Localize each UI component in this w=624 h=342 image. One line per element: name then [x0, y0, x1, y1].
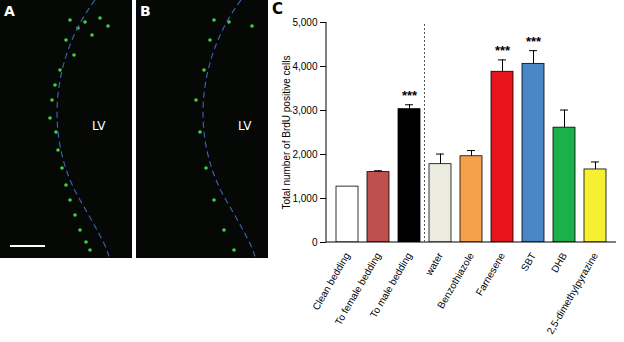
svg-text:SBT: SBT [519, 251, 538, 273]
svg-text:LV: LV [238, 119, 252, 133]
svg-text:5,000: 5,000 [292, 17, 317, 28]
svg-text:A: A [4, 3, 15, 19]
svg-text:1,000: 1,000 [292, 193, 317, 204]
svg-text:4,000: 4,000 [292, 61, 317, 72]
svg-text:Farnesene: Farnesene [474, 250, 508, 297]
svg-text:0: 0 [312, 237, 318, 248]
svg-text:Benzothiazole: Benzothiazole [435, 250, 476, 310]
svg-text:2,000: 2,000 [292, 149, 317, 160]
svg-text:LV: LV [92, 119, 106, 133]
svg-text:To female bedding: To female bedding [332, 250, 383, 327]
svg-text:3,000: 3,000 [292, 105, 317, 116]
svg-text:2,5-dimethylpyrazine: 2,5-dimethylpyrazine [544, 250, 600, 336]
svg-text:B: B [140, 3, 151, 19]
svg-text:***: *** [402, 88, 418, 103]
svg-text:***: *** [495, 43, 511, 58]
svg-text:***: *** [526, 34, 542, 49]
svg-text:Clean bedding: Clean bedding [310, 250, 352, 312]
svg-text:DHB: DHB [549, 250, 569, 274]
svg-text:water: water [423, 250, 446, 278]
html-text:C: C [272, 0, 283, 18]
svg-text:To male bedding: To male bedding [368, 251, 414, 320]
svg-text:Total number of BrdU positive: Total number of BrdU positive cells [281, 56, 292, 210]
